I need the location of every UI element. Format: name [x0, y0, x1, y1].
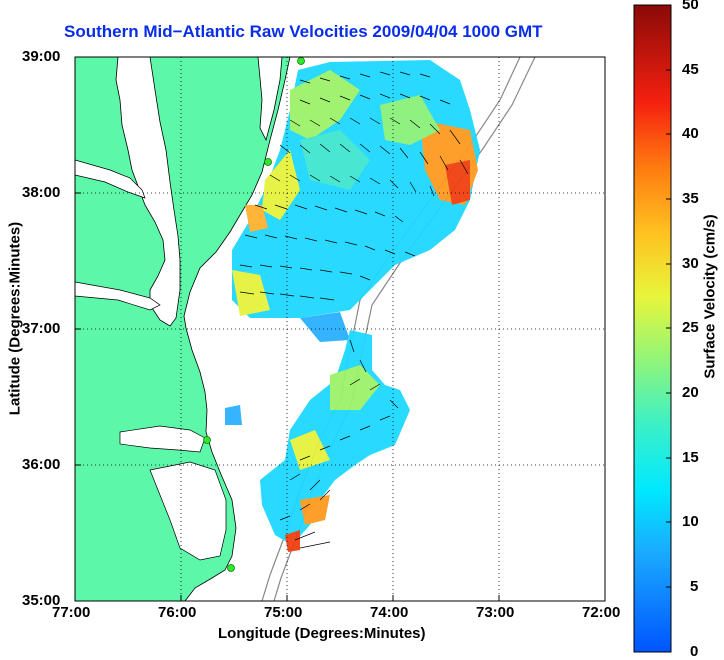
- colorbar-tick-label: 5: [690, 578, 699, 595]
- station-marker: [227, 564, 235, 572]
- station-marker: [297, 57, 305, 65]
- colorbar-tick-label: 15: [682, 449, 699, 466]
- delaware-bay: [257, 57, 283, 142]
- colorbar-label: Surface Velocity (cm/s): [701, 214, 719, 379]
- y-tick-label: 36:00: [22, 456, 61, 473]
- y-tick-label: 37:00: [22, 320, 61, 337]
- colorbar-tick-label: 20: [682, 384, 699, 401]
- x-tick-label: 77:00: [52, 604, 91, 621]
- colorbar-tick-label: 30: [682, 255, 699, 272]
- y-tick-label: 38:00: [22, 184, 61, 201]
- pamlico-sound: [149, 461, 227, 561]
- colorbar-tick-label: 45: [682, 61, 699, 78]
- colorbar-tick-label: 35: [682, 190, 699, 207]
- colorbar: [633, 4, 672, 653]
- x-tick-label: 76:00: [158, 604, 197, 621]
- velocity-field: [225, 60, 480, 552]
- y-tick-label: 35:00: [22, 592, 61, 609]
- velocity-vectors: [239, 71, 469, 549]
- land-mass: [75, 57, 291, 601]
- albemarle-sound: [119, 425, 206, 453]
- colorbar-tick-label: 25: [682, 319, 699, 336]
- axis-ticks: [75, 192, 500, 601]
- colorbar-ticks: [666, 4, 671, 588]
- y-axis-label: Latitude (Degrees:Minutes): [6, 221, 24, 416]
- map-title: Southern Mid−Atlantic Raw Velocities 200…: [64, 22, 543, 41]
- x-axis-label: Longitude (Degrees:Minutes): [218, 625, 426, 642]
- colorbar-tick-label: 50: [682, 0, 699, 13]
- james-river: [75, 281, 161, 311]
- colorbar-tick-label: 10: [682, 513, 699, 530]
- x-tick-label: 75:00: [264, 604, 303, 621]
- x-tick-label: 74:00: [370, 604, 409, 621]
- station-marker: [203, 436, 211, 444]
- station-markers: [203, 57, 305, 572]
- x-tick-label: 73:00: [476, 604, 515, 621]
- y-tick-label: 39:00: [22, 48, 61, 65]
- x-tick-label: 72:00: [582, 604, 621, 621]
- potomac-river: [75, 159, 146, 199]
- colorbar-tick-label: 40: [682, 125, 699, 142]
- colorbar-tick-label: 0: [690, 643, 699, 660]
- grid: [75, 57, 605, 601]
- station-marker: [264, 158, 272, 166]
